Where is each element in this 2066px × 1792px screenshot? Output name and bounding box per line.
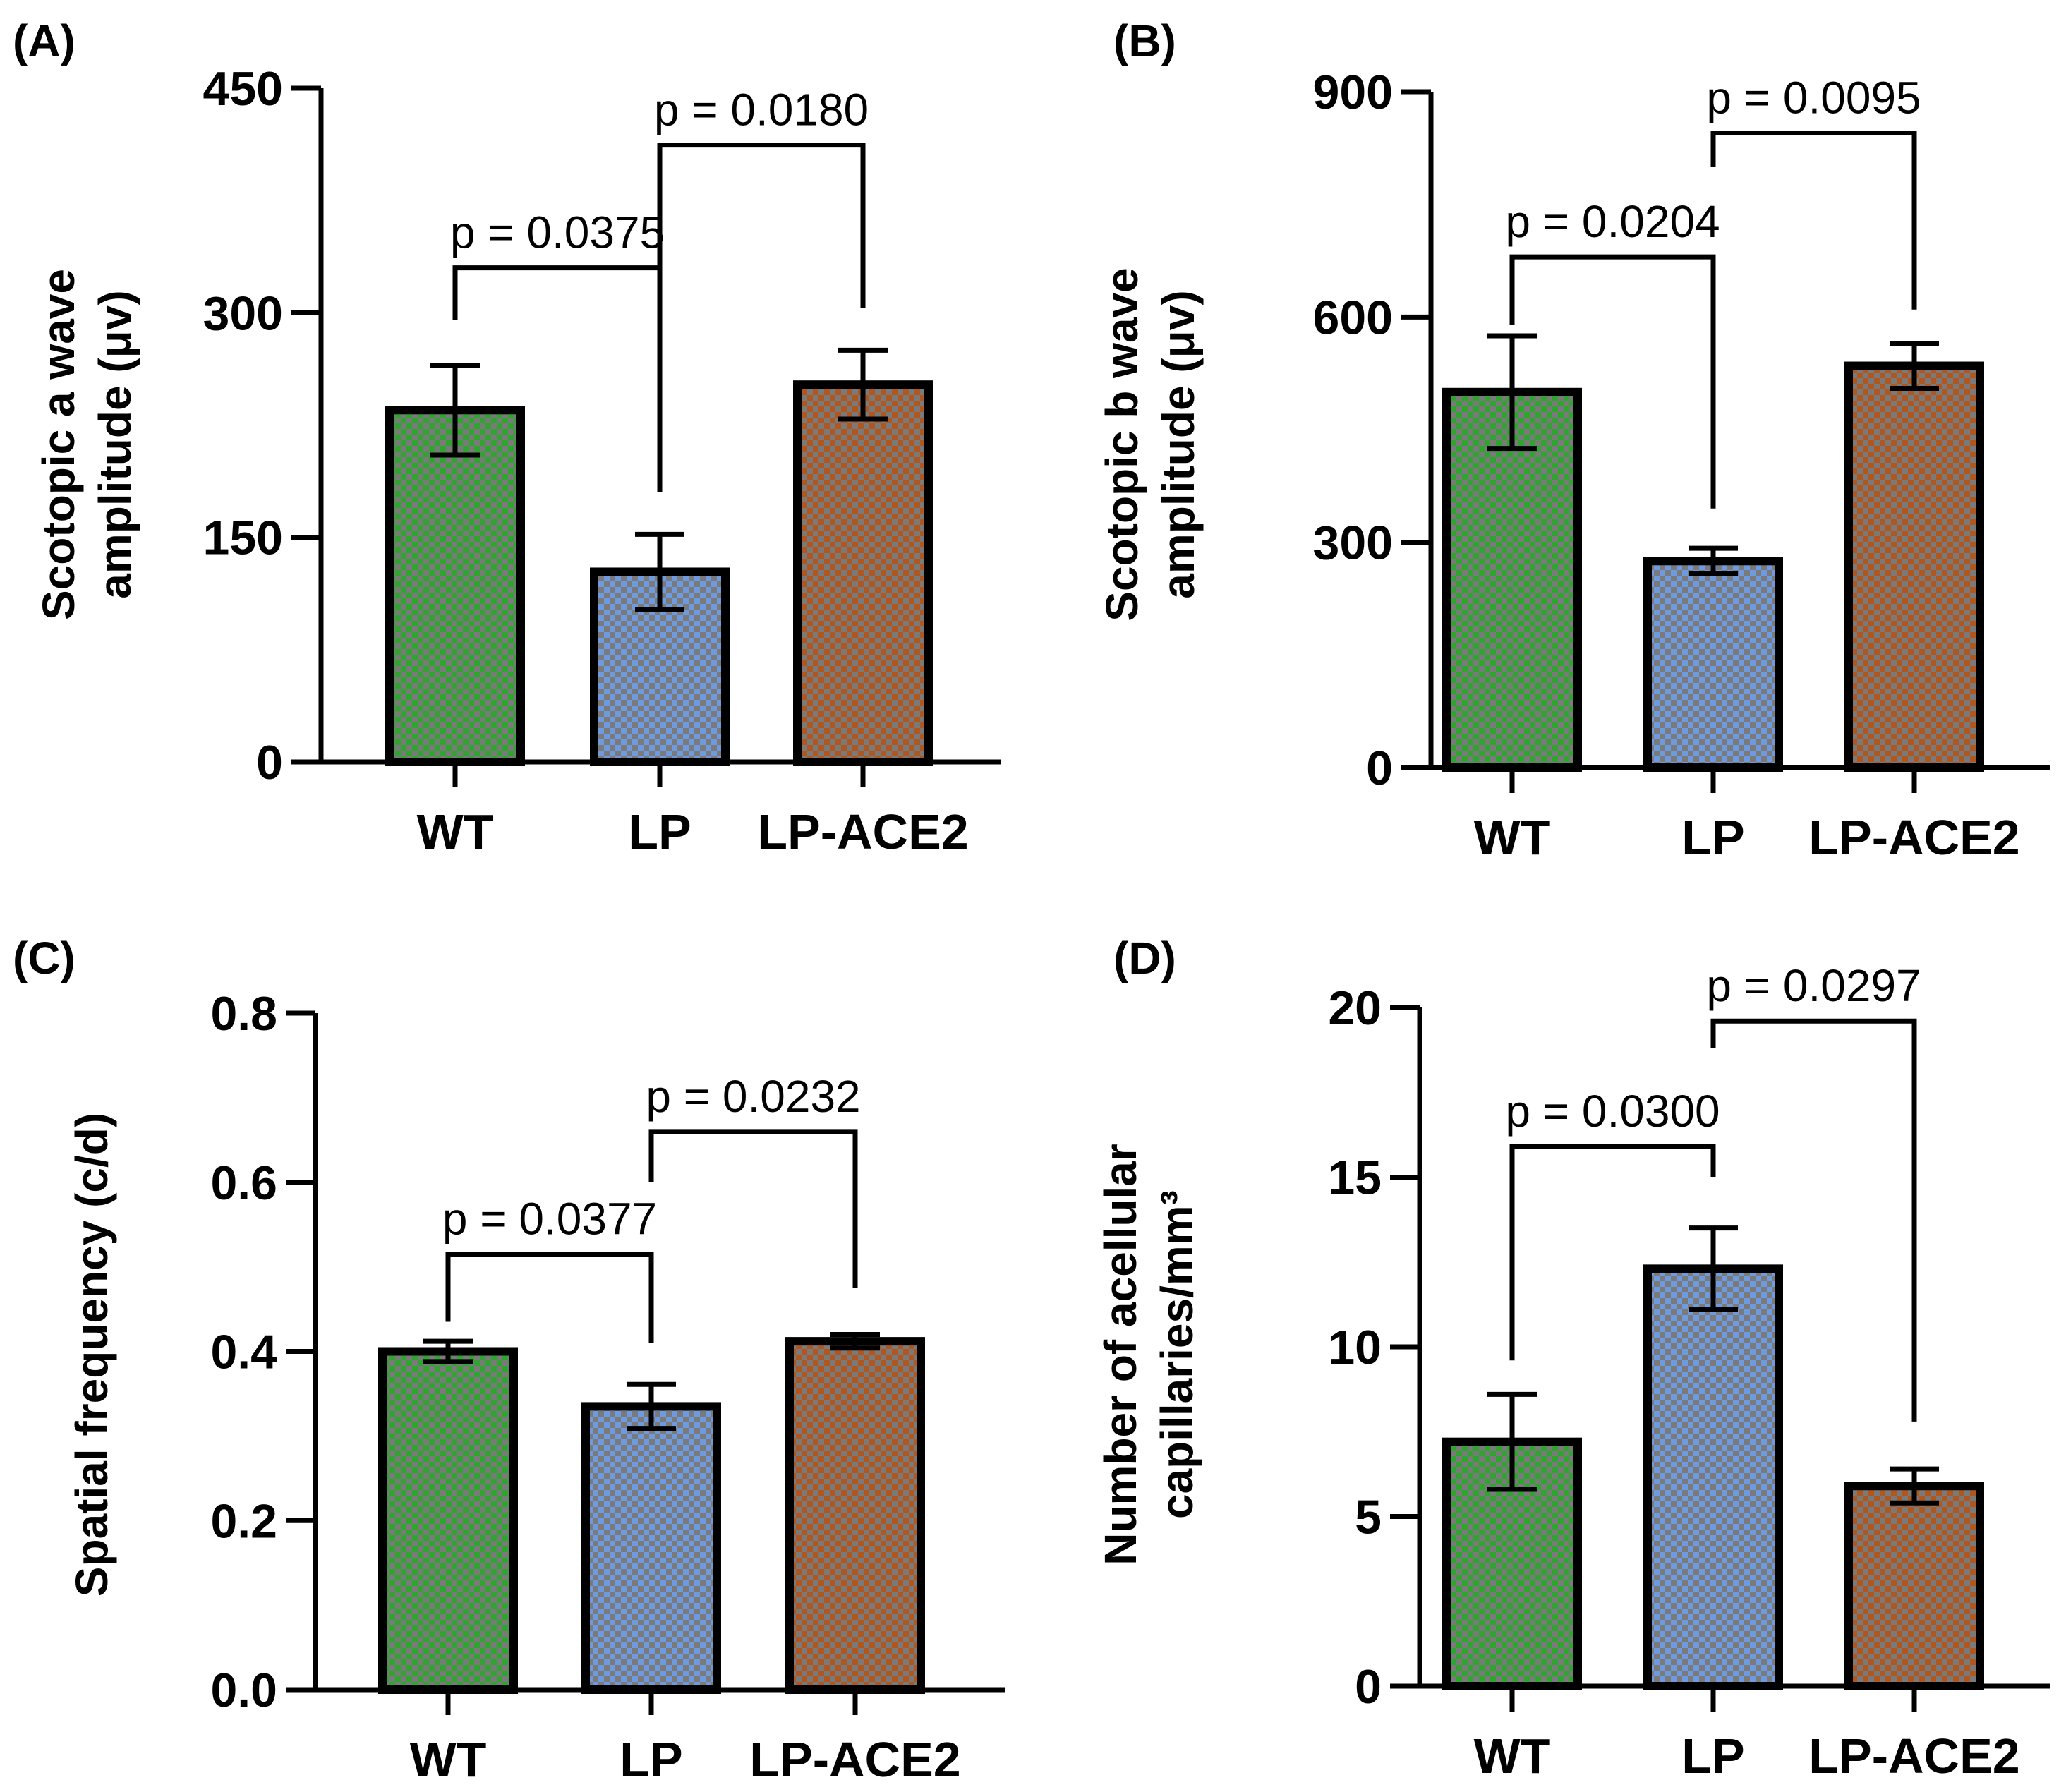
panel-c-spatial-frequency: (C) Spatial frequency (c/d) 0.0 0.2 0.4 0.6… [13, 933, 1005, 1787]
y-axis-title-line-1: Number of acellular [1095, 1144, 1146, 1566]
x-tick-label-lp-ace2: LP-ACE2 [757, 804, 968, 859]
plot-area: 0.0 0.2 0.4 0.6 0.8 WT LP LP-ACE2 p = 0.0377 p = … [210, 987, 1005, 1787]
x-tick-label-lp: LP [1681, 810, 1744, 865]
y-axis-title-line-1: Scotopic b wave [1097, 267, 1147, 621]
panel-letter: (D) [1113, 933, 1176, 983]
plot-area: 0 5 10 15 20 WT LP LP-ACE2 p = 0.0300 p = 0.0297 [1328, 960, 2050, 1784]
x-tick-label-lp-ace2: LP-ACE2 [749, 1732, 960, 1787]
x-tick-label-wt: WT [417, 804, 494, 859]
p-value-label: p = 0.0095 [1706, 73, 1921, 123]
bar-lp-ace2 [793, 380, 933, 766]
y-tick-label: 900 [1313, 66, 1393, 119]
x-tick-label-lp-ace2: LP-ACE2 [1808, 1729, 2019, 1784]
y-axis-title: Scotopic a wave amplitude (μv) [33, 269, 140, 620]
significance-bracket [1509, 1144, 1716, 1361]
p-value-label: p = 0.0300 [1505, 1086, 1720, 1137]
bar-wt [385, 406, 525, 766]
panel-letter: (A) [13, 16, 75, 66]
significance-bracket [648, 1129, 858, 1288]
bar-lp [1643, 1264, 1783, 1690]
y-axis-title-line-1: Scotopic a wave [33, 269, 84, 620]
y-axis-title-line-2: amplitude (μv) [90, 290, 140, 598]
bar-lp [1643, 557, 1783, 772]
y-axis-title: Number of acellular capillaries/mm³ [1095, 1144, 1202, 1566]
x-tick-label-lp-ace2: LP-ACE2 [1808, 810, 2019, 865]
y-axis-title-line-2: capillaries/mm³ [1152, 1190, 1202, 1519]
y-tick-label: 600 [1313, 291, 1393, 344]
p-value-label: p = 0.0232 [646, 1071, 860, 1122]
panel-b-scotopic-b-wave: (B) Scotopic b wave amplitude (μv) 0 300 6… [1097, 16, 2050, 865]
bar-lp-ace2 [1844, 1482, 1984, 1690]
panel-d-acellular-capillaries: (D) Number of acellular capillaries/mm³ … [1095, 933, 2050, 1784]
y-tick-label: 0 [256, 736, 283, 789]
y-axis-title: Scotopic b wave amplitude (μv) [1097, 267, 1204, 621]
y-tick-label: 0.0 [210, 1664, 277, 1717]
p-value-label: p = 0.0377 [442, 1194, 657, 1245]
y-axis-title-line-2: amplitude (μv) [1153, 290, 1204, 598]
x-tick-label-wt: WT [410, 1732, 487, 1787]
y-tick-label: 0.2 [210, 1494, 277, 1548]
x-tick-label-lp: LP [628, 804, 691, 859]
x-tick-label-wt: WT [1474, 1729, 1551, 1784]
significance-bracket [1710, 1018, 1917, 1422]
y-tick-label: 300 [203, 286, 283, 340]
y-tick-label: 150 [203, 511, 283, 565]
significance-bracket [657, 143, 866, 492]
panel-a-scotopic-a-wave: (A) Scotopic a wave amplitude (μv) 0 150 3… [13, 16, 1001, 859]
significance-bracket [1509, 254, 1716, 509]
p-value-label: p = 0.0204 [1505, 196, 1720, 247]
x-tick-label-wt: WT [1474, 810, 1551, 865]
y-tick-label: 5 [1355, 1491, 1382, 1544]
y-tick-label: 10 [1328, 1321, 1382, 1374]
significance-bracket [445, 1252, 654, 1343]
bar-lp-ace2 [785, 1337, 925, 1694]
p-value-label: p = 0.0297 [1706, 960, 1921, 1011]
y-tick-label: 0 [1355, 1660, 1382, 1714]
y-axis-title: Spatial frequency (c/d) [66, 1113, 117, 1597]
y-tick-label: 0.4 [210, 1326, 277, 1379]
bar-wt [378, 1347, 518, 1694]
y-axis-title-line-1: Spatial frequency (c/d) [66, 1113, 117, 1597]
bar-lp-ace2 [1844, 361, 1984, 772]
y-tick-label: 0 [1366, 741, 1393, 795]
y-tick-label: 450 [203, 62, 283, 116]
p-value-label: p = 0.0180 [654, 85, 869, 135]
plot-area: 0 300 600 900 WT LP LP-ACE2 p = 0.0204 p = 0.009… [1313, 66, 2050, 865]
y-tick-label: 15 [1328, 1151, 1382, 1205]
bar-lp [581, 1402, 721, 1694]
significance-bracket [1710, 131, 1917, 310]
panel-letter: (C) [13, 933, 75, 983]
plot-area: 0 150 300 450 WT LP LP-ACE2 p = 0.0375 p = 0.018… [203, 62, 1001, 859]
x-tick-label-lp: LP [620, 1732, 682, 1787]
y-tick-label: 0.6 [210, 1156, 277, 1210]
panel-letter: (B) [1113, 16, 1176, 66]
y-tick-label: 0.8 [210, 987, 277, 1041]
p-value-label: p = 0.0375 [450, 207, 665, 258]
bar-wt [1442, 387, 1582, 772]
x-tick-label-lp: LP [1681, 1729, 1744, 1784]
y-tick-label: 20 [1328, 981, 1382, 1035]
y-tick-label: 300 [1313, 516, 1393, 570]
